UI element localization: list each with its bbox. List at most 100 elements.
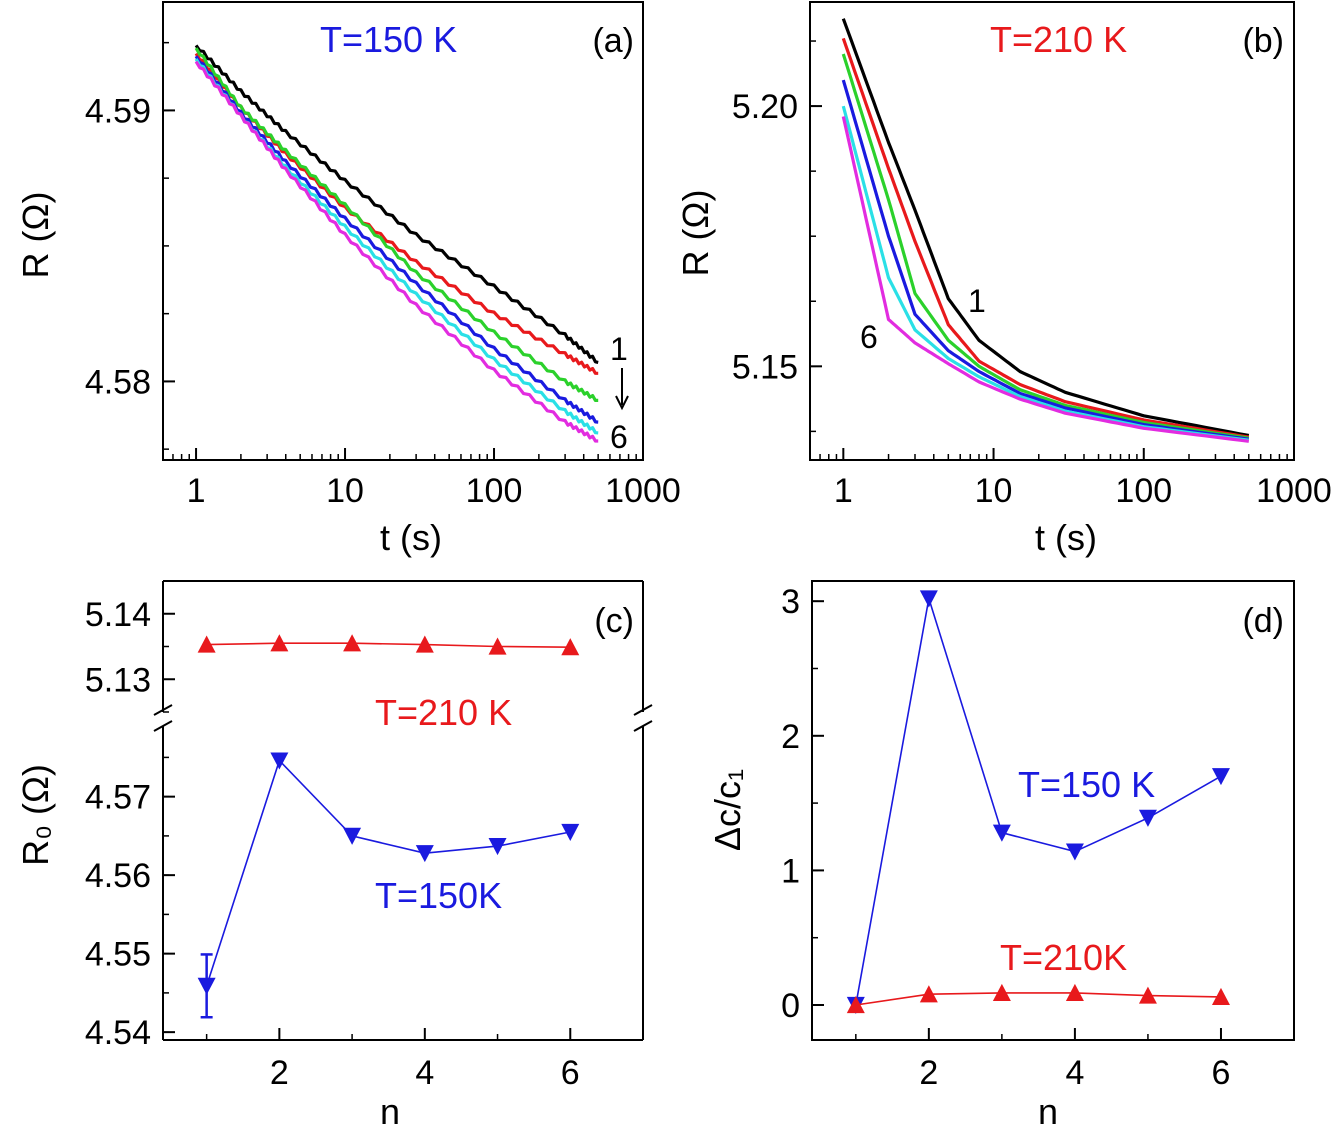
series-line-b-5 [841,105,1249,442]
curve-label-first-b: 1 [968,283,986,319]
y-tick-label-a: 4.58 [85,363,151,401]
y-axis-label-d: Δc/c₁ [707,769,748,851]
series-marker-c-1 [561,638,580,656]
series-line-b-1 [841,18,1250,438]
series-line-a-4 [194,55,599,424]
series-label-c-2: T=150K [375,875,502,916]
y-tick-label-c-lower: 4.54 [85,1014,151,1052]
series-marker-c-2 [415,845,434,863]
series-marker-d-2 [992,983,1011,1001]
series-line-a-2 [194,52,599,375]
x-tick-label-b: 1 [834,472,853,510]
axis-break-icon [153,704,653,732]
y-tick-label-d: 2 [781,718,800,756]
annotation-b: T=210 K [990,19,1127,60]
y-tick-label-b: 5.20 [732,88,798,126]
series-marker-d-1 [1065,843,1084,861]
series-line-a-1 [194,44,599,364]
x-tick-label-a: 10 [326,472,364,510]
series-line-b-3 [841,53,1250,440]
plot-frame-d [811,580,1295,1041]
series-marker-d-2 [919,985,938,1003]
series-marker-d-2 [1138,986,1157,1004]
y-tick-label-d: 1 [781,852,800,890]
y-axis-label-c: R₀ (Ω) [15,764,56,866]
curve-label-last-a: 6 [610,419,628,455]
plot-frame-a [162,1,644,461]
panel-d: 2 4 6 0 1 2 3 T=150 K T=210K (d) n Δc/c₁ [707,580,1295,1131]
annotation-a: T=150 K [320,19,457,60]
y-tick-label-c-upper: 5.13 [85,661,151,699]
series-marker-c-2 [343,827,362,845]
x-tick-label-c: 6 [561,1054,580,1092]
series-marker-c-2 [561,823,580,841]
series-marker-c-2 [197,977,216,995]
x-tick-label-d: 6 [1212,1054,1231,1092]
series-line-b-6 [841,116,1249,443]
series-line-a-3 [194,47,599,402]
y-axis-label-a: R (Ω) [15,192,56,279]
x-tick-label-a: 1000 [605,472,681,510]
series-line-b-2 [841,37,1250,439]
series-marker-c-2 [270,752,289,770]
panel-label-a: (a) [592,22,634,60]
series-marker-c-2 [488,838,507,856]
x-axis-label-c: n [380,1091,400,1131]
series-line-c-2 [205,759,571,987]
y-tick-label-b: 5.15 [732,348,798,386]
series-label-d-2: T=210K [1000,937,1127,978]
x-axis-label-d: n [1038,1091,1058,1131]
plot-frame-c [162,580,644,1041]
y-axis-label-b: R (Ω) [675,190,716,277]
series-line-a-6 [194,60,599,443]
series-line-b-4 [841,79,1250,441]
panel-label-b: (b) [1242,22,1284,60]
panel-label-d: (d) [1242,602,1284,640]
x-tick-label-a: 1 [187,472,206,510]
plot-frame-b [809,1,1295,461]
series-line-a-5 [194,58,599,435]
series-marker-c-1 [488,637,507,655]
y-tick-label-a: 4.59 [85,92,151,130]
curve-label-first-a: 1 [610,331,628,367]
x-tick-label-c: 2 [270,1054,289,1092]
series-marker-d-1 [1211,768,1230,786]
arrow-down-icon [615,368,629,411]
x-tick-label-a: 100 [466,472,523,510]
series-marker-d-2 [846,996,865,1014]
series-marker-c-1 [415,635,434,653]
y-axis-label-c-text: R₀ (Ω) [15,764,56,866]
x-tick-label-b: 100 [1115,472,1172,510]
x-tick-label-c: 4 [415,1054,434,1092]
series-label-c-1: T=210 K [375,692,512,733]
series-marker-d-1 [1138,809,1157,827]
series-marker-d-1 [992,824,1011,842]
series-marker-c-1 [270,634,289,652]
series-marker-d-2 [1211,987,1230,1006]
panel-b: 1 10 100 1000 5.15 5.20 (b) T=210 K t (s) R (… [675,1,1332,558]
y-tick-label-c-upper: 5.14 [85,596,151,634]
series-line-d-2 [855,992,1221,1006]
x-tick-label-b: 10 [975,472,1013,510]
y-tick-label-c-lower: 4.56 [85,857,151,895]
x-tick-label-b: 1000 [1256,472,1332,510]
y-tick-label-c-lower: 4.55 [85,936,151,974]
series-label-d-1: T=150 K [1018,764,1155,805]
panel-label-c: (c) [594,602,634,640]
x-axis-label-a: t (s) [380,517,442,558]
x-tick-label-d: 2 [919,1054,938,1092]
panel-c: 2 4 6 5.13 5.14 4.54 4.55 4.56 4.57 T=210 K T=150K… [15,580,653,1131]
panel-a: 1 10 100 1000 4.58 4.59 (a) T=150 K t (s) R (… [15,1,681,558]
x-axis-label-b: t (s) [1035,517,1097,558]
curve-label-last-b: 6 [860,319,878,355]
series-marker-c-1 [197,635,216,653]
series-line-c-1 [206,642,571,648]
series-line-d-1 [855,598,1222,1006]
y-tick-label-c-lower: 4.57 [85,779,151,817]
series-marker-c-1 [343,634,362,652]
x-tick-label-d: 4 [1065,1054,1084,1092]
y-tick-label-d: 3 [781,583,800,621]
y-tick-label-d: 0 [781,987,800,1025]
series-marker-d-2 [1065,983,1084,1001]
